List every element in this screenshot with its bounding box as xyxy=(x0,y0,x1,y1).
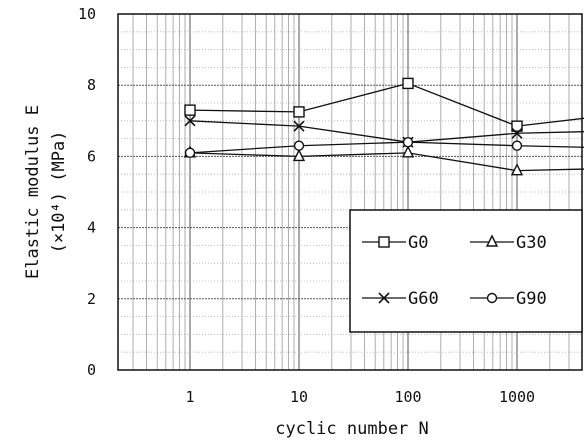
legend-item-g0: G0 xyxy=(362,233,428,253)
y-tick-label: 10 xyxy=(78,5,96,23)
series-line-g60 xyxy=(189,120,584,143)
series-line-g30 xyxy=(189,152,584,172)
legend-label: G30 xyxy=(516,233,547,253)
series-g30 xyxy=(183,145,584,176)
legend-item-g90: G90 xyxy=(470,289,547,309)
data-point-g90 xyxy=(402,136,414,148)
x-tick-label: 1 xyxy=(185,388,194,406)
y-tick-label: 4 xyxy=(87,219,96,237)
x-axis-ticks: 110100100010000 xyxy=(185,388,535,406)
cross-stroke xyxy=(378,292,390,304)
legend-label: G0 xyxy=(408,233,428,253)
y-tick-label: 0 xyxy=(87,361,96,379)
data-point-g90 xyxy=(511,140,523,151)
data-point-g30 xyxy=(292,148,306,162)
data-point-g0 xyxy=(511,120,523,132)
data-point-g60 xyxy=(293,120,305,132)
series-line-g90 xyxy=(189,141,584,154)
y-axis-label-line1: Elastic modulus E xyxy=(23,105,43,279)
legend-marker xyxy=(485,234,499,247)
y-axis-label-line2: (×10⁴) (MPa) xyxy=(49,131,69,254)
legend-item-g30: G30 xyxy=(470,233,547,253)
data-point-g30 xyxy=(401,145,415,158)
legend-label: G90 xyxy=(516,289,547,309)
data-point-g0 xyxy=(293,106,305,118)
y-tick-label: 2 xyxy=(87,290,96,308)
x-tick-label: 10 xyxy=(290,388,308,406)
cross-stroke xyxy=(511,127,523,139)
y-axis-label: Elastic modulus E (×10⁴) (MPa) xyxy=(23,105,69,279)
x-tick-label: 1000 xyxy=(499,388,535,406)
x-axis-label: cyclic number N xyxy=(275,419,429,439)
legend: G0 G30 G60 G90 xyxy=(349,209,583,333)
legend-box xyxy=(349,209,583,333)
cross-stroke xyxy=(184,115,196,127)
y-axis-ticks: 0 2 4 6 8 10 xyxy=(78,5,96,379)
data-point-g60 xyxy=(184,115,196,127)
y-tick-label: 6 xyxy=(87,147,96,165)
series-g0 xyxy=(184,77,584,132)
x-tick-label: 100 xyxy=(394,388,421,406)
data-point-g60 xyxy=(511,127,523,139)
legend-item-g60: G60 xyxy=(362,289,439,309)
series-line-g0 xyxy=(189,82,584,127)
cross-stroke xyxy=(293,120,305,132)
series-g90 xyxy=(184,136,584,159)
y-tick-label: 8 xyxy=(87,76,96,94)
data-series xyxy=(183,77,584,176)
data-point-g0 xyxy=(184,104,196,116)
data-point-g90 xyxy=(293,140,305,151)
data-point-g90 xyxy=(184,147,196,159)
data-point-g30 xyxy=(510,163,524,176)
plot-frame xyxy=(117,13,583,371)
legend-marker xyxy=(378,292,390,304)
data-point-g0 xyxy=(402,77,414,90)
legend-marker xyxy=(486,292,498,304)
legend-label: G60 xyxy=(408,289,439,309)
legend-marker xyxy=(378,236,390,248)
